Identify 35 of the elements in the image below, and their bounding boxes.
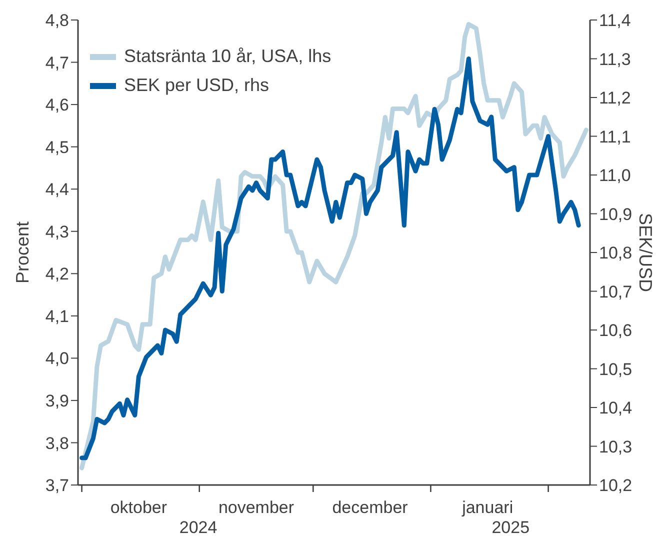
text: 2025 [490,518,531,538]
y-tick-label: 4,8 [45,11,69,30]
x-tick-label: december [332,498,408,517]
text: 2024 [178,518,218,538]
y-tick-label: 4,3 [45,222,69,242]
x-tick-label: januari [461,498,514,517]
y2-tick-label: 10,8 [599,244,632,263]
y2-tick-label: 11,1 [599,127,631,146]
y-tick-label: 4,0 [45,349,69,368]
y2-tick-label: 10,7 [599,282,632,302]
legend-label: SEK per USD, rhs [124,75,270,96]
y-tick-label: 4,1 [45,306,69,326]
y2-axis-title: SEK/USD [636,212,656,292]
y-tick-label: 4,4 [45,180,69,200]
y2-tick-label: 10,6 [599,321,632,340]
y2-tick-label: 10,9 [599,204,632,224]
x-tick-label: oktober [110,498,168,517]
y-tick-label: 4,5 [45,138,69,157]
y-tick-label: 3,8 [45,434,69,453]
y2-tick-label: 10,3 [599,437,632,456]
y-axis-title: Procent [12,221,32,284]
y-tick-label: 3,7 [45,476,69,496]
legend-label: Statsränta 10 år, USA, lhs [124,46,332,67]
y2-tick-label: 11,2 [599,88,631,108]
y2-tick-label: 10,5 [599,360,632,379]
y2-tick-label: 11,3 [599,50,631,69]
y2-tick-label: 11,0 [599,166,631,186]
y-tick-label: 3,9 [45,391,69,410]
y-tick-label: 4,2 [45,264,69,284]
y2-tick-label: 11,4 [599,11,631,30]
y2-tick-label: 10,4 [599,398,632,418]
y2-tick-label: 10,2 [599,476,632,496]
y-tick-label: 4,7 [45,53,69,72]
x-tick-label: november [218,498,294,517]
y-tick-label: 4,6 [45,96,69,115]
